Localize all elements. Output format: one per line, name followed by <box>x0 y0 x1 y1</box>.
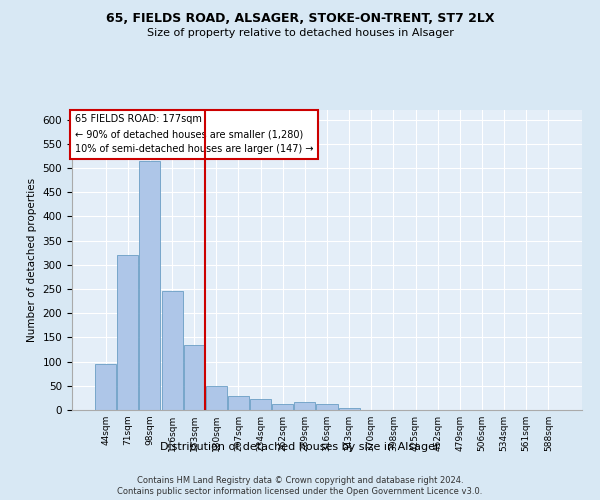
Bar <box>184 344 205 410</box>
Bar <box>228 396 249 410</box>
Bar <box>161 292 182 410</box>
Bar <box>95 364 116 410</box>
Text: Contains HM Land Registry data © Crown copyright and database right 2024.: Contains HM Land Registry data © Crown c… <box>137 476 463 485</box>
Text: 65, FIELDS ROAD, ALSAGER, STOKE-ON-TRENT, ST7 2LX: 65, FIELDS ROAD, ALSAGER, STOKE-ON-TRENT… <box>106 12 494 26</box>
Text: Contains public sector information licensed under the Open Government Licence v3: Contains public sector information licen… <box>118 488 482 496</box>
Text: Size of property relative to detached houses in Alsager: Size of property relative to detached ho… <box>146 28 454 38</box>
Bar <box>338 408 359 410</box>
Text: Distribution of detached houses by size in Alsager: Distribution of detached houses by size … <box>160 442 440 452</box>
Bar <box>316 404 338 410</box>
Bar <box>118 255 139 410</box>
Bar <box>272 404 293 410</box>
Bar <box>295 402 316 410</box>
Bar <box>206 386 227 410</box>
Bar <box>139 161 160 410</box>
Text: 65 FIELDS ROAD: 177sqm
← 90% of detached houses are smaller (1,280)
10% of semi-: 65 FIELDS ROAD: 177sqm ← 90% of detached… <box>74 114 313 154</box>
Y-axis label: Number of detached properties: Number of detached properties <box>27 178 37 342</box>
Bar <box>250 400 271 410</box>
